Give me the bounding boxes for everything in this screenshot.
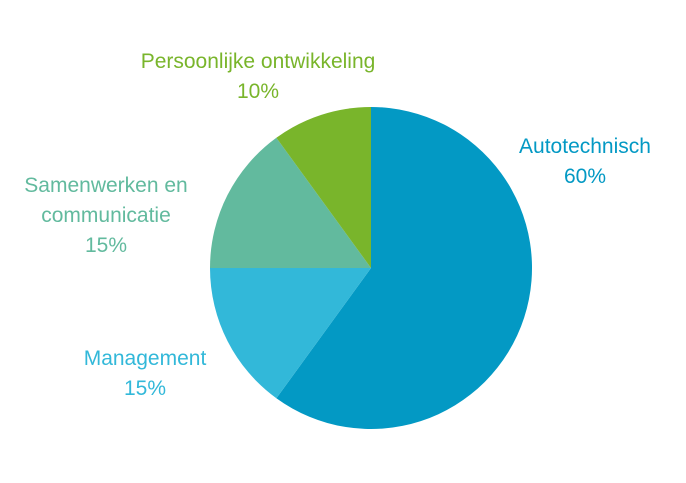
slice-label-persoonlijke-ontwikkeling: Persoonlijke ontwikkeling 10% xyxy=(100,47,416,107)
slice-label-samenwerken-line2: communicatie xyxy=(41,204,171,227)
slice-label-persoonlijke-ontwikkeling-name: Persoonlijke ontwikkeling xyxy=(140,50,376,73)
slice-label-samenwerken-line1: Samenwerken en xyxy=(24,174,188,197)
pie-slices xyxy=(210,107,533,429)
slice-label-samenwerken: Samenwerken en communicatie 15% xyxy=(8,171,204,261)
pie-slice-persoonlijke-ontwikkeling xyxy=(276,107,371,268)
slice-label-autotechnisch-value: 60% xyxy=(563,165,607,188)
pie-slice-samenwerken-en-communicatie xyxy=(210,137,371,268)
slice-label-persoonlijke-ontwikkeling-value: 10% xyxy=(236,80,280,103)
slice-label-management-value: 15% xyxy=(123,377,167,400)
pie-slice-management xyxy=(210,268,371,399)
slice-label-management-name: Management xyxy=(83,347,207,370)
slice-label-samenwerken-value: 15% xyxy=(84,234,128,257)
slice-label-management: Management 15% xyxy=(60,344,230,404)
slice-label-autotechnisch: Autotechnisch 60% xyxy=(500,132,670,192)
pie-slice-autotechnisch xyxy=(276,107,533,429)
slice-label-autotechnisch-name: Autotechnisch xyxy=(519,135,651,158)
